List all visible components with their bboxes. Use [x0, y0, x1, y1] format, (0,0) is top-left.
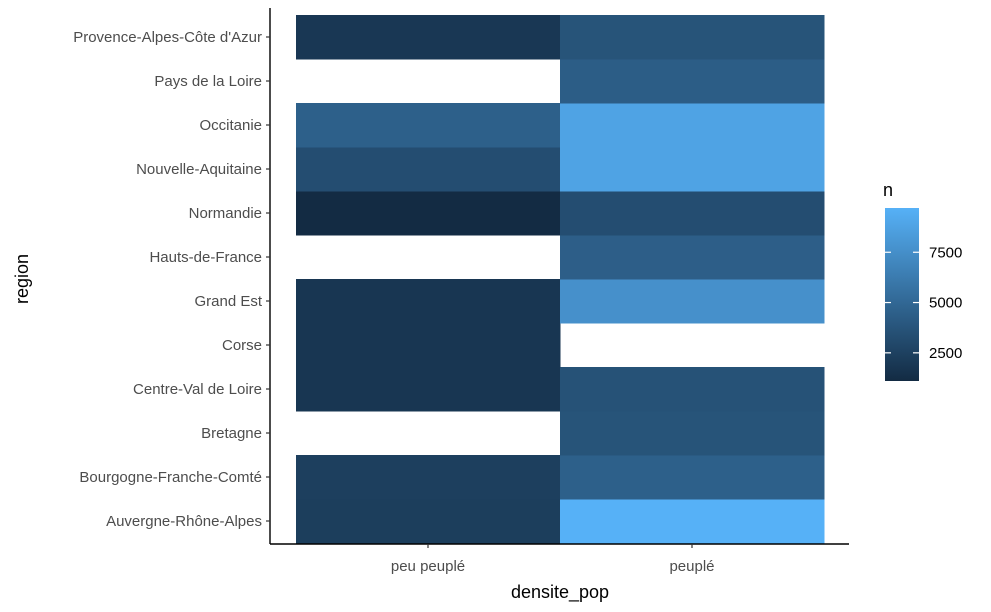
legend-break-label: 7500	[929, 244, 962, 261]
y-tick-label: Nouvelle-Aquitaine	[136, 161, 262, 178]
heatmap-cell	[296, 15, 561, 60]
heatmap-cell	[560, 15, 825, 60]
legend-colorbar	[885, 208, 919, 381]
heatmap-cell	[560, 367, 825, 412]
x-axis-title: densite_pop	[511, 582, 609, 603]
y-tick-label: Corse	[222, 337, 262, 354]
heatmap-cell	[296, 323, 561, 368]
x-tick-label: peuplé	[669, 558, 714, 575]
heatmap-cell	[296, 367, 561, 412]
y-axis-ticks: Auvergne-Rhône-Alpes Bourgogne-Franche-Co…	[73, 29, 270, 530]
y-tick-label: Grand Est	[194, 293, 262, 310]
heatmap-cell	[560, 235, 825, 280]
heatmap-cell	[296, 147, 561, 192]
y-tick-label: Bretagne	[201, 425, 262, 442]
heatmap-cell	[296, 103, 561, 148]
y-axis-title: region	[12, 254, 32, 304]
heatmap-cell	[560, 191, 825, 236]
axes	[269, 8, 849, 545]
heatmap-cell	[560, 279, 825, 324]
heatmap-cells	[296, 15, 825, 544]
heatmap-cell	[296, 455, 561, 500]
heatmap-cell	[560, 103, 825, 148]
heatmap-cell	[296, 191, 561, 236]
y-tick-label: Normandie	[189, 205, 262, 222]
y-tick-label: Pays de la Loire	[154, 73, 262, 90]
heatmap-cell	[296, 499, 561, 544]
x-tick-label: peu peuplé	[391, 558, 465, 575]
legend-break-label: 2500	[929, 345, 962, 362]
legend-title: n	[883, 180, 893, 200]
x-axis-ticks: peu peuplé peuplé	[391, 544, 715, 575]
y-tick-label: Bourgogne-Franche-Comté	[79, 469, 262, 486]
heatmap-cell	[560, 499, 825, 544]
heatmap-cell	[560, 59, 825, 104]
y-tick-label: Auvergne-Rhône-Alpes	[106, 513, 262, 530]
y-tick-label: Hauts-de-France	[149, 249, 262, 266]
y-tick-label: Occitanie	[199, 117, 262, 134]
heatmap-cell	[296, 279, 561, 324]
heatmap-cell	[560, 455, 825, 500]
heatmap-cell	[560, 411, 825, 456]
y-tick-label: Centre-Val de Loire	[133, 381, 262, 398]
legend-break-label: 5000	[929, 295, 962, 312]
legend: n 2500 5000 7500	[883, 180, 962, 381]
heatmap-cell	[560, 147, 825, 192]
y-tick-label: Provence-Alpes-Côte d'Azur	[73, 29, 262, 46]
